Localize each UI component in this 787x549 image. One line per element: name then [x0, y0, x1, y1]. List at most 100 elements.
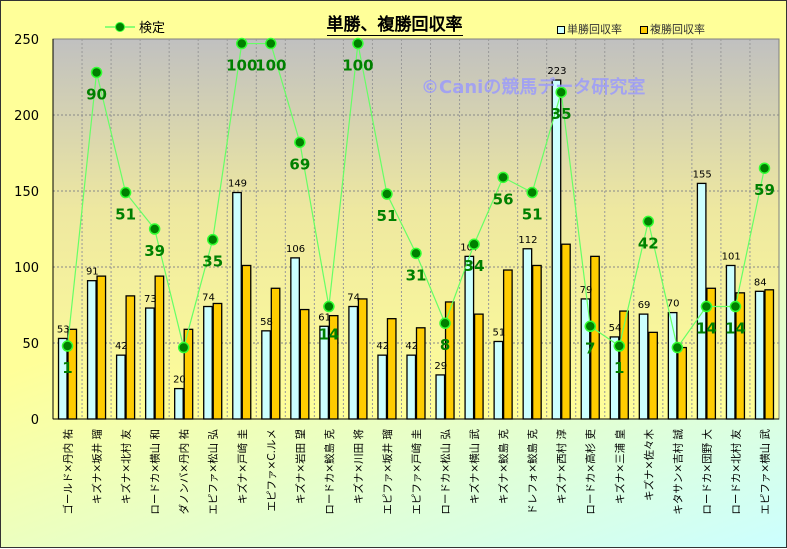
- bar-place: [590, 255, 600, 420]
- y-tick-label: 0: [31, 413, 39, 428]
- x-tick-label: ロードカ×鮫島 克: [323, 429, 336, 515]
- test-label: 34: [464, 257, 485, 275]
- y-tick-label: 50: [22, 337, 39, 352]
- bar-win: [609, 336, 620, 420]
- bar-place: [299, 308, 310, 420]
- bar-place: [154, 275, 165, 420]
- chart-title: 単勝、複勝回収率: [1, 10, 787, 36]
- x-tick-label: キズナ×鮫島 克: [497, 429, 510, 505]
- bar-win: [115, 354, 126, 420]
- bar-win: [203, 305, 213, 420]
- bar-place: [357, 298, 368, 420]
- test-point: [729, 300, 742, 313]
- bar-place: [473, 313, 484, 420]
- test-label: 90: [86, 85, 107, 103]
- test-point: [700, 300, 713, 313]
- bar-win-label: 84: [754, 277, 767, 288]
- bar-win: [638, 313, 649, 420]
- test-label: 1: [62, 359, 72, 377]
- legend-bars: 単勝回収率 複勝回収率: [557, 21, 705, 37]
- test-label: 100: [255, 57, 286, 75]
- test-label: 100: [226, 57, 257, 75]
- y-tick-label: 100: [14, 261, 39, 276]
- x-tick-label: ロードカ×団野 大: [700, 429, 713, 515]
- x-tick-label: キズナ×西村 淳: [555, 429, 568, 505]
- test-point: [468, 238, 480, 250]
- test-point: [671, 341, 684, 354]
- x-tick-label: キズナ×岩田 望: [294, 429, 307, 504]
- bar-win-label: 29: [434, 361, 447, 372]
- test-label: 31: [406, 266, 427, 284]
- test-point: [236, 37, 248, 50]
- test-point: [555, 86, 567, 98]
- bar-place: [502, 269, 513, 420]
- x-tick-label: キズナ×戸崎 圭: [236, 429, 249, 504]
- y-tick-label: 250: [14, 33, 39, 48]
- test-label: 100: [342, 57, 373, 75]
- bar-win-label: 223: [547, 66, 566, 77]
- bar-win-label: 42: [405, 341, 418, 352]
- test-point: [294, 136, 306, 149]
- bar-place: [386, 318, 397, 420]
- test-label: 35: [551, 105, 572, 123]
- x-tick-label: エピファ×松山 弘: [207, 429, 220, 515]
- bar-win: [493, 340, 504, 420]
- test-point: [526, 186, 538, 199]
- bar-win-label: 69: [638, 300, 651, 311]
- legend-place-swatch-icon: [640, 26, 648, 34]
- bar-place: [444, 301, 455, 420]
- bar-win-label: 42: [115, 341, 128, 352]
- test-point: [90, 66, 103, 79]
- test-label: 59: [754, 181, 775, 199]
- legend-place-label: 複勝回収率: [650, 23, 705, 36]
- bar-win-label: 70: [667, 299, 680, 310]
- test-point: [352, 37, 364, 50]
- bar-win: [174, 387, 184, 420]
- bar-win: [754, 290, 765, 420]
- test-point: [206, 233, 219, 246]
- x-tick-label: ダノンバ×丹内 祐: [178, 429, 191, 515]
- bar-place: [125, 295, 136, 420]
- x-tick-label: エピファ×横山 武: [758, 429, 771, 515]
- x-tick-label: キズナ×佐々木: [642, 429, 655, 501]
- bar-win: [319, 325, 330, 420]
- test-label: 14: [725, 320, 746, 338]
- legend-win: 単勝回収率: [557, 21, 622, 37]
- test-point: [642, 215, 655, 228]
- bar-win: [348, 305, 359, 420]
- x-tick-label: ロードカ×松山 弘: [439, 429, 452, 515]
- x-tick-label: エピファ×C.ルメ: [266, 429, 278, 511]
- bar-place: [561, 243, 571, 420]
- test-point: [613, 340, 626, 352]
- bar-win-label: 58: [260, 317, 273, 328]
- x-tick-label: キズナ×北村 友: [120, 429, 133, 505]
- test-label: 51: [522, 206, 543, 224]
- bar-place: [241, 264, 252, 420]
- x-tick-label: キズナ×横山 武: [468, 429, 481, 505]
- test-label: 1: [614, 359, 624, 377]
- test-label: 51: [115, 206, 136, 224]
- bar-win: [232, 191, 242, 420]
- test-point: [323, 300, 335, 313]
- x-tick-label: キズナ×三浦 皇: [613, 429, 626, 504]
- bar-place: [67, 328, 78, 420]
- test-point: [381, 188, 393, 200]
- y-tick-label: 200: [14, 109, 39, 124]
- y-tick-label: 150: [14, 185, 39, 200]
- bar-win-label: 54: [609, 323, 622, 334]
- bar-win-label: 61: [318, 312, 331, 323]
- test-label: 39: [144, 242, 165, 260]
- x-tick-label: キズナ×坂井 瑠: [91, 429, 104, 504]
- test-label: 14: [696, 320, 717, 338]
- bar-win: [667, 311, 678, 420]
- bar-place: [532, 264, 542, 420]
- bar-win-label: 106: [286, 244, 305, 255]
- bar-place: [706, 287, 717, 420]
- bar-win: [86, 280, 97, 420]
- bar-win-label: 74: [347, 293, 360, 304]
- test-point: [497, 171, 509, 184]
- test-point: [584, 320, 596, 333]
- bar-win: [57, 337, 68, 420]
